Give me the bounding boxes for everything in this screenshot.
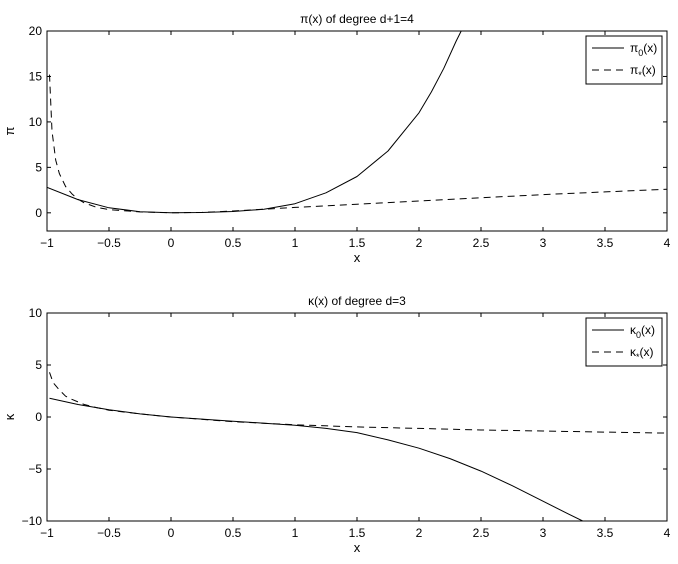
x-tick-label: 3.5	[597, 526, 614, 540]
x-tick-label: −1	[40, 526, 54, 540]
x-axis-label: x	[354, 250, 361, 265]
x-tick-label: 1	[292, 526, 299, 540]
y-tick-label: 20	[29, 24, 43, 38]
series-line-dashed	[49, 372, 667, 434]
y-tick-label: 10	[29, 115, 43, 129]
chart-title: κ(x) of degree d=3	[308, 294, 406, 308]
x-tick-label: 2	[416, 526, 423, 540]
x-tick-label: 4	[664, 236, 671, 250]
plot-area	[46, 312, 668, 522]
legend: κ0(x) κ*(x)	[585, 317, 663, 367]
x-tick-label: −0.5	[97, 236, 121, 250]
y-tick-label: 5	[35, 358, 42, 372]
x-tick-label: 1	[292, 236, 299, 250]
y-axis-label: κ	[2, 413, 17, 420]
legend-label: π*(x)	[630, 63, 656, 80]
x-tick-label: 2.5	[473, 236, 490, 250]
chart-panel-2: κ(x) of degree d=3 −1 −0.5 0 0.5 1 1.5 2 2.5 3 3.5…	[2, 294, 671, 555]
y-tick-label: 0	[35, 410, 42, 424]
legend-label: π0(x)	[630, 41, 657, 58]
legend: π0(x) π*(x)	[585, 35, 663, 85]
series-line-solid	[47, 31, 462, 214]
x-tick-label: 3	[540, 526, 547, 540]
y-tick-label: 10	[29, 306, 43, 320]
x-tick-label: 0.5	[225, 526, 242, 540]
x-tick-label: −0.5	[97, 526, 121, 540]
legend-label: κ0(x)	[630, 323, 655, 340]
y-axis-label: π	[2, 126, 17, 135]
legend-box	[585, 317, 663, 367]
legend-box	[585, 35, 663, 85]
series-line-dashed	[49, 74, 667, 214]
x-tick-label: 2.5	[473, 526, 490, 540]
y-tick-label: −10	[22, 514, 43, 528]
x-tick-label: −1	[40, 236, 54, 250]
y-tick-label: −5	[28, 462, 42, 476]
series-line-solid	[49, 397, 583, 521]
x-tick-label: 3	[540, 236, 547, 250]
x-tick-label: 1.5	[349, 236, 366, 250]
plot-area	[46, 30, 668, 232]
x-tick-label: 1.5	[349, 526, 366, 540]
x-tick-label: 4	[664, 526, 671, 540]
x-tick-label: 0	[168, 236, 175, 250]
legend-label: κ*(x)	[630, 345, 654, 362]
x-axis-label: x	[354, 540, 361, 555]
x-tick-label: 0	[168, 526, 175, 540]
x-tick-label: 0.5	[225, 236, 242, 250]
y-tick-label: 15	[29, 69, 43, 83]
x-tick-label: 2	[416, 236, 423, 250]
chart-panel-1: π(x) of degree d+1=4 −1 −0.5 0 0.5 1 1.5 2 2.5 3 3…	[2, 12, 671, 265]
y-tick-label: 0	[35, 206, 42, 220]
x-tick-label: 3.5	[597, 236, 614, 250]
chart-title: π(x) of degree d+1=4	[300, 12, 414, 26]
y-tick-label: 5	[35, 160, 42, 174]
